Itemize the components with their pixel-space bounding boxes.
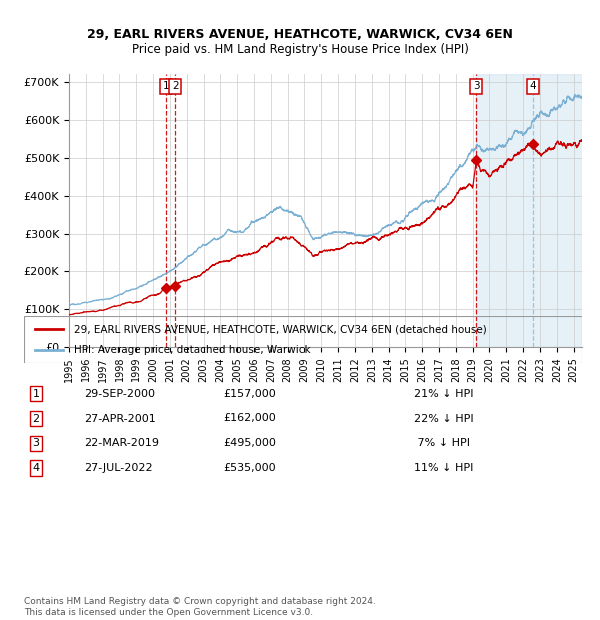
Text: 22-MAR-2019: 22-MAR-2019	[84, 438, 159, 448]
Text: Contains HM Land Registry data © Crown copyright and database right 2024.
This d: Contains HM Land Registry data © Crown c…	[24, 598, 376, 617]
Text: 27-JUL-2022: 27-JUL-2022	[84, 463, 152, 473]
Bar	[476, 74, 582, 347]
Text: £495,000: £495,000	[223, 438, 276, 448]
Text: 4: 4	[529, 81, 536, 91]
Text: 29-SEP-2000: 29-SEP-2000	[84, 389, 155, 399]
Text: 22% ↓ HPI: 22% ↓ HPI	[414, 414, 473, 423]
Text: 1: 1	[32, 389, 40, 399]
Text: 11% ↓ HPI: 11% ↓ HPI	[414, 463, 473, 473]
Text: 3: 3	[32, 438, 40, 448]
Text: £162,000: £162,000	[223, 414, 276, 423]
Text: £157,000: £157,000	[223, 389, 276, 399]
Text: Price paid vs. HM Land Registry's House Price Index (HPI): Price paid vs. HM Land Registry's House …	[131, 43, 469, 56]
Text: 7% ↓ HPI: 7% ↓ HPI	[414, 438, 470, 448]
Text: 1: 1	[163, 81, 169, 91]
Text: 3: 3	[473, 81, 479, 91]
Text: £535,000: £535,000	[223, 463, 276, 473]
Text: HPI: Average price, detached house, Warwick: HPI: Average price, detached house, Warw…	[74, 345, 311, 355]
Text: 21% ↓ HPI: 21% ↓ HPI	[414, 389, 473, 399]
Text: 29, EARL RIVERS AVENUE, HEATHCOTE, WARWICK, CV34 6EN (detached house): 29, EARL RIVERS AVENUE, HEATHCOTE, WARWI…	[74, 324, 487, 334]
Text: 27-APR-2001: 27-APR-2001	[84, 414, 156, 423]
Text: 4: 4	[32, 463, 40, 473]
Text: 2: 2	[172, 81, 179, 91]
Text: 2: 2	[32, 414, 40, 423]
Text: 29, EARL RIVERS AVENUE, HEATHCOTE, WARWICK, CV34 6EN: 29, EARL RIVERS AVENUE, HEATHCOTE, WARWI…	[87, 28, 513, 41]
